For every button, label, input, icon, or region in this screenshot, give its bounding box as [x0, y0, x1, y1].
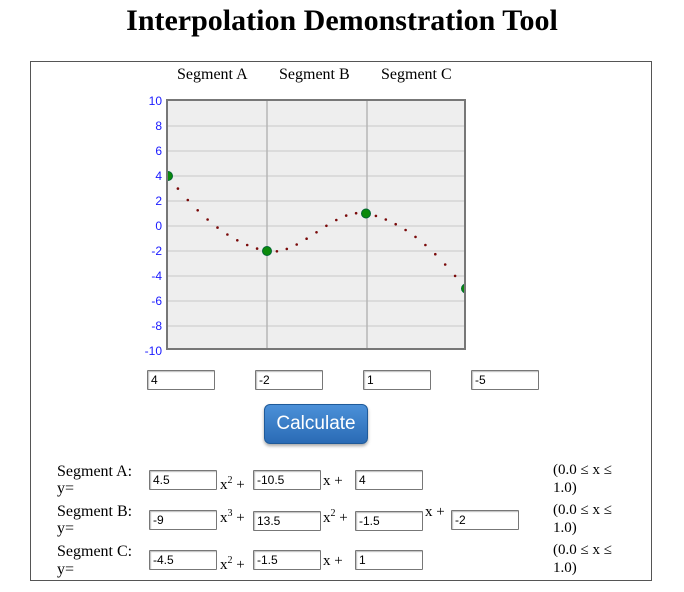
plus-sign: +: [236, 557, 245, 573]
seg-c-x2-term: x2 +: [220, 553, 245, 573]
seg-c-coef-x0[interactable]: 1: [355, 550, 423, 570]
curve-dot: [176, 187, 180, 190]
curve-dot: [344, 214, 348, 217]
curve-dot: [255, 247, 259, 250]
curve-dot: [295, 243, 298, 246]
curve-dot: [414, 235, 417, 239]
plus-sign: +: [236, 477, 245, 493]
term-x: x: [220, 557, 228, 573]
exponent: 2: [227, 475, 233, 486]
seg-a-coef-x1[interactable]: -10.5: [253, 470, 321, 490]
seg-b-x2-term: x2 +: [323, 506, 348, 526]
segment-c-y: y=: [57, 561, 75, 578]
control-point[interactable]: [461, 283, 465, 294]
segment-a-header: Segment A: [177, 66, 248, 83]
curve-dot: [186, 198, 190, 202]
y-tick: 8: [155, 119, 162, 133]
y-tick: 10: [148, 94, 162, 108]
y-tick: 4: [155, 169, 162, 183]
tool-panel: [30, 61, 652, 581]
y-tick: -8: [151, 319, 162, 333]
plus-sign: +: [236, 510, 245, 526]
seg-a-range-line1: (0.0 ≤ x ≤: [553, 462, 612, 478]
y-tick: 6: [155, 144, 162, 158]
curve-dot: [275, 250, 279, 253]
curve-dot: [335, 218, 338, 222]
curve-dot: [245, 243, 249, 247]
calculate-button[interactable]: Calculate: [264, 404, 368, 444]
point-3-input[interactable]: 1: [363, 370, 431, 390]
curve-dot: [196, 209, 199, 212]
seg-b-coef-x3[interactable]: -9: [149, 510, 217, 530]
control-point[interactable]: [168, 171, 173, 181]
seg-a-x-term: x +: [323, 473, 343, 489]
curve-dot: [374, 214, 378, 218]
seg-a-range-line2: 1.0): [553, 480, 577, 496]
term-x: x: [220, 510, 228, 526]
y-tick: 2: [155, 194, 162, 208]
curve-dot: [384, 218, 388, 221]
curve-dot: [424, 243, 427, 247]
seg-c-coef-x2[interactable]: -4.5: [149, 550, 217, 570]
curve-dot: [354, 211, 358, 215]
curve-dot: [325, 224, 328, 228]
point-2-input[interactable]: -2: [255, 370, 323, 390]
y-tick: -4: [151, 269, 162, 283]
control-point[interactable]: [361, 208, 371, 219]
plot-area[interactable]: [166, 99, 466, 350]
term-x: x: [323, 510, 331, 526]
seg-c-coef-x1[interactable]: -1.5: [253, 550, 321, 570]
y-tick: 0: [155, 219, 162, 233]
term-x: x: [220, 477, 228, 493]
exponent: 2: [330, 508, 336, 519]
segment-c-header: Segment C: [381, 66, 452, 83]
curve-dot: [226, 233, 229, 236]
segment-b-y: y=: [57, 520, 75, 537]
seg-c-x-term: x +: [323, 553, 343, 569]
seg-b-x3-term: x3 +: [220, 506, 245, 526]
curve-dot: [453, 274, 457, 278]
seg-b-coef-x1[interactable]: -1.5: [355, 511, 423, 531]
y-tick: -6: [151, 294, 162, 308]
curve-dot: [404, 228, 407, 232]
plot-svg: [168, 101, 464, 348]
curve-dot: [434, 252, 437, 256]
seg-a-x2-term: x2 +: [220, 473, 245, 493]
curve-dot: [443, 263, 447, 266]
curve-dot: [216, 226, 219, 229]
exponent: 3: [227, 508, 233, 519]
seg-b-x-term: x +: [425, 504, 445, 520]
curve-dot: [315, 231, 318, 234]
seg-b-coef-x2[interactable]: 13.5: [253, 511, 321, 531]
curve-dot: [285, 247, 289, 251]
point-4-input[interactable]: -5: [471, 370, 539, 390]
control-point[interactable]: [262, 246, 272, 256]
curve-dot: [236, 239, 239, 242]
seg-b-range-line1: (0.0 ≤ x ≤: [553, 502, 612, 518]
y-tick: -2: [151, 244, 162, 258]
seg-c-range-line1: (0.0 ≤ x ≤: [553, 542, 612, 558]
segment-c-label: Segment C:: [57, 543, 133, 560]
y-tick: -10: [144, 344, 162, 358]
segment-b-label: Segment B:: [57, 503, 133, 520]
seg-b-coef-x0[interactable]: -2: [451, 510, 519, 530]
segment-a-label: Segment A:: [57, 463, 133, 480]
curve-dot: [206, 218, 209, 221]
curve-dot: [394, 222, 397, 226]
segment-a-y: y=: [57, 480, 75, 497]
seg-b-range-line2: 1.0): [553, 520, 577, 536]
exponent: 2: [227, 555, 233, 566]
segment-b-header: Segment B: [279, 66, 350, 83]
curve-dot: [305, 237, 308, 240]
seg-a-coef-x0[interactable]: 4: [355, 470, 423, 490]
seg-c-range-line2: 1.0): [553, 560, 577, 576]
seg-a-coef-x2[interactable]: 4.5: [149, 470, 217, 490]
plus-sign: +: [339, 510, 348, 526]
point-1-input[interactable]: 4: [147, 370, 215, 390]
page-title: Interpolation Demonstration Tool: [126, 4, 558, 37]
